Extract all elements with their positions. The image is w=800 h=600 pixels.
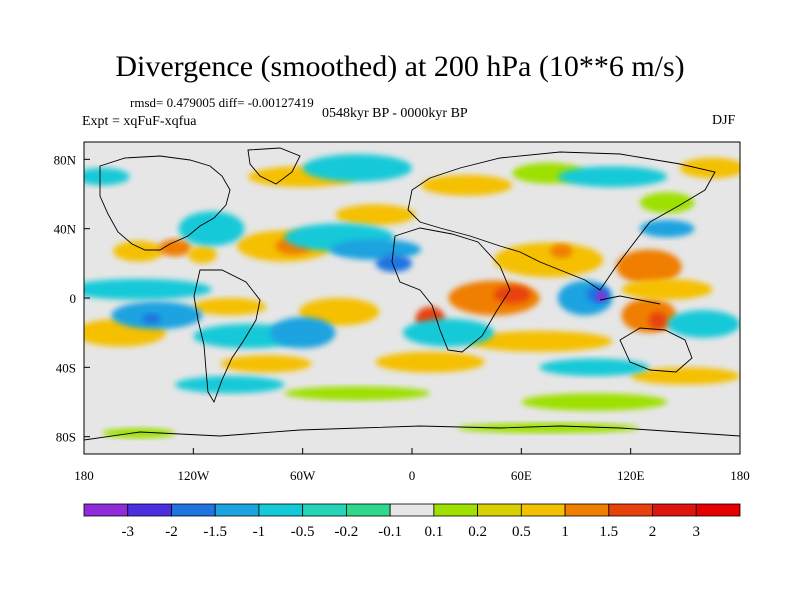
coastline-australia — [619, 327, 693, 373]
colorbar-label: -2 — [165, 524, 178, 540]
colorbar-swatch — [477, 503, 522, 517]
colorbar-label: 1 — [561, 524, 569, 540]
rmsd-stats: rmsd= 0.479005 diff= -0.00127419 — [130, 95, 314, 110]
field-patch-41 — [269, 317, 336, 349]
field-patch-34 — [375, 254, 412, 272]
field-patch-11 — [494, 242, 604, 278]
field-patch-12 — [550, 244, 573, 259]
colorbar-swatch — [695, 503, 741, 517]
colorbar-label: 3 — [693, 524, 701, 540]
colorbar-label: -1 — [253, 524, 266, 540]
field-patch-1 — [158, 239, 192, 257]
lat-tick-label: 80N — [54, 152, 77, 167]
field-patch-10 — [639, 192, 695, 214]
coastline-south-america — [193, 269, 261, 404]
lon-tick-label: 180 — [730, 468, 750, 483]
field-patch-35 — [302, 154, 413, 182]
season-label: DJF — [712, 113, 736, 128]
coastline-eurasia — [407, 151, 716, 291]
lon-tick-label: 60E — [511, 468, 532, 483]
colorbar-label: 2 — [649, 524, 657, 540]
experiment-label: Expt = xqFuF-xqfua — [82, 114, 197, 129]
colorbar-label: -0.1 — [378, 524, 402, 540]
field-patch-21 — [648, 311, 668, 330]
lat-tick-label: 40S — [56, 360, 76, 375]
coastline-indonesia — [599, 295, 661, 305]
map-title: Divergence (smoothed) at 200 hPa (10**6 … — [115, 50, 685, 83]
coastlines — [84, 147, 740, 441]
field-patch-20 — [621, 298, 677, 333]
colorbar-label: -1.5 — [203, 524, 227, 540]
lon-tick-label: 120E — [617, 468, 645, 483]
colorbar-label: 0.5 — [512, 524, 531, 540]
coastline-antarctica — [84, 425, 740, 441]
field-patch-47 — [539, 358, 649, 377]
colorbar-swatch — [127, 503, 172, 517]
field-patch-31 — [178, 211, 245, 247]
field-patch-24 — [375, 351, 485, 373]
field-patch-27 — [284, 386, 431, 401]
field-patch-7 — [421, 174, 513, 196]
colorbar-swatch — [258, 503, 304, 517]
period-label: 0548kyr BP - 0000kyr BP — [322, 106, 468, 121]
coastline-africa — [391, 227, 511, 353]
lon-tick-label: 0 — [409, 468, 416, 483]
colorbar-swatch — [433, 503, 479, 517]
lat-tick-label: 40N — [54, 222, 77, 237]
lat-tick-label: 80S — [56, 430, 76, 445]
field-patch-17 — [299, 298, 380, 326]
colorbar-swatch — [83, 503, 129, 517]
field-patch-29 — [102, 428, 176, 439]
field-patch-33 — [330, 239, 422, 260]
field-patch-49 — [639, 220, 695, 238]
field-patch-5 — [335, 204, 416, 226]
lon-tick-label: 120W — [177, 468, 210, 483]
colorbar-swatch — [302, 503, 347, 517]
field-patch-13 — [616, 249, 682, 285]
field-patch-39 — [142, 313, 161, 324]
field-patch-48 — [175, 376, 285, 394]
field-patch-22 — [621, 278, 713, 300]
field-patch-23 — [466, 330, 613, 352]
colorbar-swatch — [564, 503, 610, 517]
colorbar-swatch — [171, 503, 216, 517]
field-patch-28 — [521, 393, 668, 411]
colorbar-label: 0.1 — [424, 524, 443, 540]
field-patch-37 — [84, 278, 212, 300]
lat-tick-label: 0 — [70, 291, 77, 306]
field-patch-25 — [220, 355, 312, 373]
field-patch-42 — [402, 318, 495, 347]
colorbar-label: -0.5 — [291, 524, 315, 540]
field-patch-36 — [557, 166, 668, 188]
field-patch-9 — [679, 157, 740, 179]
lon-tick-label: 180 — [74, 468, 94, 483]
colorbar-swatch — [345, 503, 391, 517]
lon-tick-label: 60W — [290, 468, 316, 483]
coastline-greenland — [247, 147, 301, 185]
colorbar-swatch — [389, 503, 435, 517]
field-patch-30 — [457, 422, 640, 434]
field-patch-46 — [667, 310, 740, 338]
map-axes: 180 120W 60W 0 60E 120E 180 80N 40N 0 40S 80S — [54, 152, 750, 483]
colorbar-swatch — [214, 503, 260, 517]
field-patch-50 — [84, 168, 130, 186]
field-patch-18 — [193, 298, 267, 316]
field-patch-26 — [630, 367, 740, 385]
colorbar-swatch — [520, 503, 566, 517]
field-patch-15 — [494, 285, 531, 304]
field-patch-2 — [187, 246, 218, 264]
coastline-north-america — [99, 155, 231, 251]
field-patch-0 — [113, 240, 165, 262]
colorbar: -3 -2 -1.5 -1 -0.5 -0.2 -0.1 0.1 0.2 0.5 1 1.5 2 3 — [83, 503, 741, 540]
colorbar-label: 1.5 — [599, 524, 618, 540]
divergence-field — [84, 154, 740, 439]
colorbar-swatch — [652, 503, 697, 517]
colorbar-label: -3 — [121, 524, 134, 540]
colorbar-swatch — [608, 503, 653, 517]
colorbar-label: 0.2 — [468, 524, 487, 540]
colorbar-label: -0.2 — [335, 524, 359, 540]
